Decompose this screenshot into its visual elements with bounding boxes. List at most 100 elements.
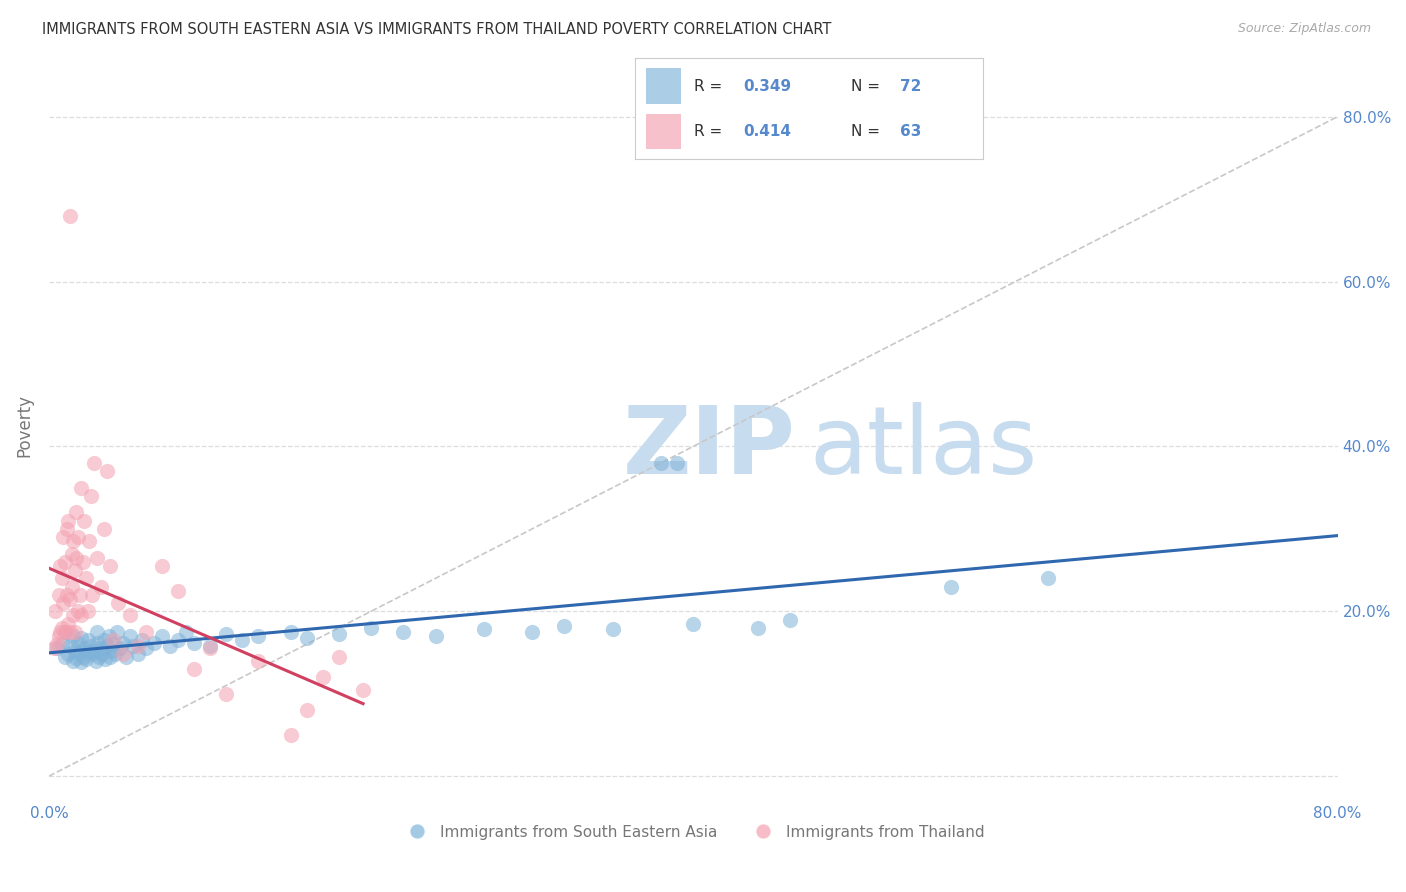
Point: [425, 629, 447, 643]
Point: [352, 682, 374, 697]
Point: [82, 647, 104, 661]
Point: [46, 641, 69, 656]
Point: [63, 563, 86, 577]
Point: [55, 588, 77, 602]
Point: [51, 621, 73, 635]
Point: [53, 624, 76, 639]
Point: [69, 645, 91, 659]
Point: [107, 596, 129, 610]
Point: [112, 647, 135, 661]
Point: [1036, 571, 1059, 585]
Point: [150, 629, 173, 643]
Point: [72, 649, 94, 664]
Point: [602, 623, 624, 637]
Point: [666, 456, 689, 470]
Point: [46, 637, 69, 651]
Point: [44, 604, 66, 618]
Point: [96, 639, 118, 653]
Point: [101, 644, 124, 658]
Point: [75, 652, 97, 666]
Point: [103, 637, 125, 651]
Text: atlas: atlas: [810, 402, 1038, 494]
Point: [77, 645, 100, 659]
Point: [89, 641, 111, 656]
Point: [84, 654, 107, 668]
Point: [60, 547, 83, 561]
Point: [131, 633, 153, 648]
Point: [779, 613, 801, 627]
Point: [115, 649, 138, 664]
Point: [183, 662, 205, 676]
Point: [682, 616, 704, 631]
Point: [52, 596, 75, 610]
Point: [295, 631, 318, 645]
Point: [65, 651, 87, 665]
Text: ZIP: ZIP: [623, 402, 796, 494]
Point: [183, 635, 205, 649]
Point: [472, 623, 495, 637]
Point: [86, 624, 108, 639]
Point: [650, 456, 672, 470]
Point: [328, 649, 350, 664]
Point: [65, 550, 87, 565]
Point: [94, 652, 117, 666]
Point: [166, 633, 188, 648]
Point: [328, 627, 350, 641]
Point: [62, 608, 84, 623]
Point: [82, 588, 104, 602]
Point: [392, 624, 415, 639]
Point: [59, 639, 82, 653]
Point: [59, 591, 82, 606]
Point: [105, 624, 128, 639]
Point: [89, 580, 111, 594]
Point: [62, 534, 84, 549]
Point: [87, 649, 110, 664]
Point: [59, 624, 82, 639]
Point: [118, 608, 141, 623]
Point: [91, 647, 114, 661]
Point: [63, 624, 86, 639]
Point: [127, 647, 149, 661]
Point: [103, 633, 125, 648]
Point: [159, 639, 181, 653]
Point: [70, 656, 93, 670]
Point: [118, 629, 141, 643]
Point: [83, 644, 105, 658]
Point: [96, 464, 118, 478]
Point: [66, 604, 89, 618]
Point: [58, 616, 80, 631]
Point: [747, 621, 769, 635]
Point: [215, 687, 238, 701]
Point: [104, 647, 127, 661]
Point: [48, 629, 70, 643]
Point: [53, 555, 76, 569]
Point: [522, 624, 544, 639]
Point: [83, 456, 105, 470]
Point: [48, 588, 70, 602]
Point: [75, 571, 97, 585]
Point: [93, 522, 115, 536]
Point: [215, 627, 238, 641]
Point: [73, 641, 96, 656]
Point: [66, 635, 89, 649]
Point: [198, 641, 221, 656]
Point: [76, 604, 98, 618]
Point: [51, 637, 73, 651]
Point: [198, 639, 221, 653]
Point: [51, 571, 73, 585]
Point: [295, 703, 318, 717]
Point: [58, 647, 80, 661]
Text: IMMIGRANTS FROM SOUTH EASTERN ASIA VS IMMIGRANTS FROM THAILAND POVERTY CORRELATI: IMMIGRANTS FROM SOUTH EASTERN ASIA VS IM…: [42, 22, 831, 37]
Point: [55, 522, 77, 536]
Point: [553, 619, 575, 633]
Point: [312, 670, 335, 684]
Point: [360, 621, 382, 635]
Point: [80, 639, 103, 653]
Point: [231, 633, 253, 648]
Point: [98, 558, 121, 573]
Point: [280, 728, 302, 742]
Point: [247, 654, 270, 668]
Point: [73, 514, 96, 528]
Point: [62, 629, 84, 643]
Point: [52, 530, 75, 544]
